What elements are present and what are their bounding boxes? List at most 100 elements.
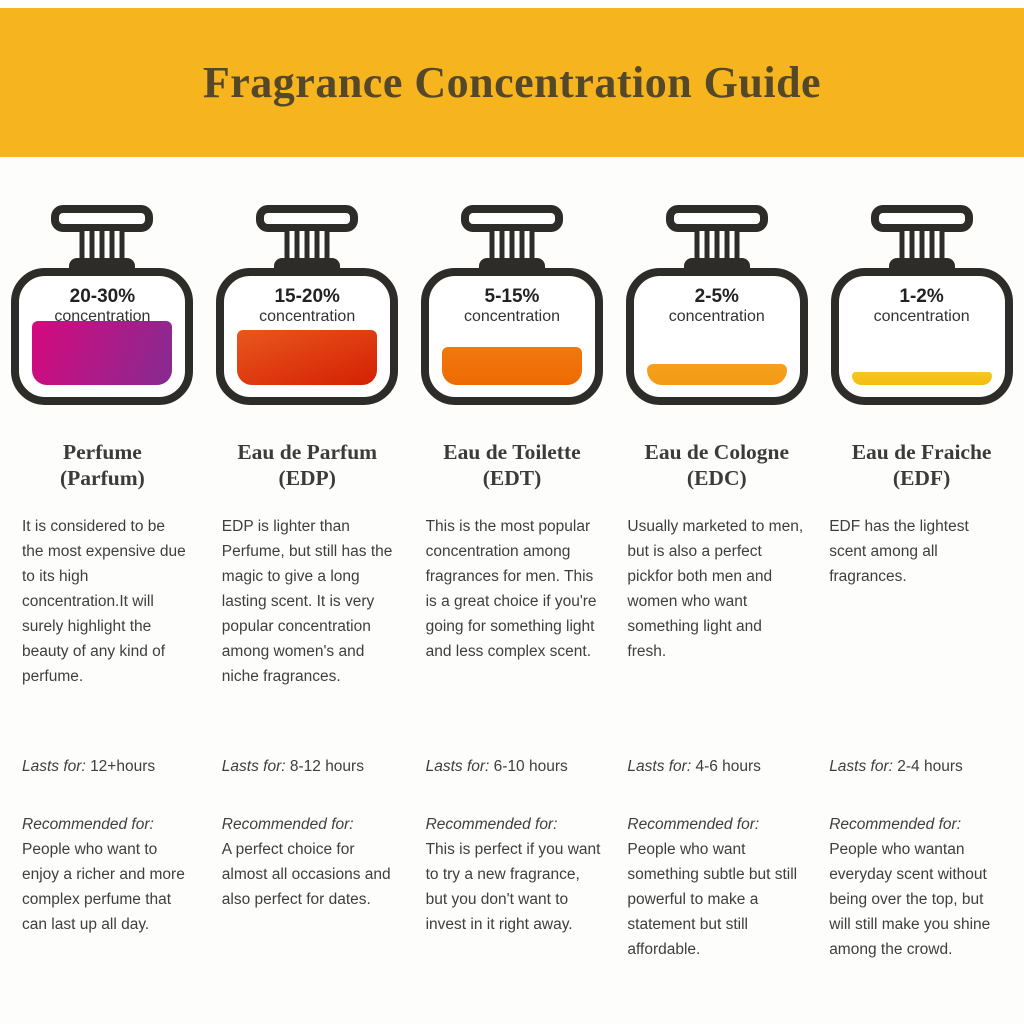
column-eau-de-toilette: 5-15% concentration Eau de Toilette (EDT)… [410, 205, 615, 962]
lasts-for-label: Lasts for: [22, 758, 86, 775]
lasts-for-label: Lasts for: [829, 758, 893, 775]
bottle-neck-icon [489, 231, 535, 261]
concentration-range: 15-20% [274, 286, 340, 307]
recommended-for-label: Recommended for: [221, 816, 354, 833]
recommended-for-text: A perfect choice for almost all occasion… [221, 841, 391, 908]
fragrance-name: Eau de Toilette (EDT) [410, 439, 615, 491]
liquid-fill [237, 330, 378, 385]
concentration-text: 20-30% concentration [19, 286, 185, 325]
perfume-bottle-icon: 15-20% concentration [216, 205, 399, 405]
concentration-text: 15-20% concentration [224, 286, 390, 325]
bottle-neck-icon [899, 231, 945, 261]
header-banner: Fragrance Concentration Guide [0, 8, 1024, 157]
bottle-neck-icon [284, 231, 330, 261]
liquid-fill [32, 321, 173, 385]
lasts-for-label: Lasts for: [425, 758, 490, 775]
concentration-label: concentration [463, 307, 561, 325]
bottle-stopper-icon [51, 205, 154, 232]
concentration-text: 5-15% concentration [429, 286, 595, 325]
bottle-body-icon: 5-15% concentration [420, 268, 603, 405]
bottle-neck-icon [79, 231, 125, 261]
page-title: Fragrance Concentration Guide [202, 58, 822, 107]
perfume-bottle-icon: 2-5% concentration [625, 205, 808, 405]
lasts-for-label: Lasts for: [627, 758, 692, 775]
fragrance-name-line2: (EDT) [482, 466, 542, 490]
fragrance-name-line1: Eau de Toilette [443, 440, 581, 464]
fragrance-name: Eau de Fraiche (EDF) [819, 439, 1024, 491]
fragrance-name-line2: (EDP) [278, 466, 336, 490]
lasts-for-row: Lasts for: 12+hours [22, 754, 190, 779]
recommended-for-label: Recommended for: [829, 816, 961, 833]
fragrance-name-line2: (Parfum) [60, 466, 145, 490]
recommended-for-row: Recommended for: People who want somethin… [627, 812, 803, 962]
fragrance-name-line1: Eau de Fraiche [851, 440, 992, 464]
fragrance-description: EDF has the lightest scent among all fra… [829, 518, 969, 585]
bottle-stopper-icon [665, 205, 768, 232]
fragrance-description: EDP is lighter than Perfume, but still h… [221, 518, 393, 685]
lasts-for-value: 2-4 hours [897, 758, 963, 775]
bottle-body-icon: 2-5% concentration [625, 268, 808, 405]
column-textblock: EDF has the lightest scent among all fra… [819, 514, 1009, 962]
column-perfume: 20-30% concentration Perfume (Parfum) It … [0, 205, 205, 962]
concentration-text: 1-2% concentration [839, 286, 1005, 325]
fragrance-name-line1: Eau de Cologne [644, 440, 790, 464]
liquid-fill [851, 372, 992, 385]
fragrance-name: Perfume (Parfum) [0, 439, 205, 491]
lasts-for-row: Lasts for: 8-12 hours [222, 754, 394, 779]
fragrance-name: Eau de Parfum (EDP) [205, 439, 410, 491]
bottle-stopper-icon [460, 205, 563, 232]
lasts-for-row: Lasts for: 6-10 hours [426, 754, 602, 779]
recommended-for-row: Recommended for: People who want to enjoy… [22, 812, 190, 937]
recommended-for-label: Recommended for: [425, 816, 558, 833]
concentration-label: concentration [259, 307, 356, 325]
lasts-for-value: 12+hours [90, 758, 156, 775]
lasts-for-value: 4-6 hours [695, 758, 761, 775]
fragrance-name-line2: (EDF) [892, 466, 951, 490]
bottle-neck-icon [694, 231, 740, 261]
fragrance-name: Eau de Cologne (EDC) [614, 439, 819, 491]
fragrance-description: It is considered to be the most expensiv… [22, 518, 186, 685]
perfume-bottle-icon: 5-15% concentration [420, 205, 603, 405]
concentration-range: 1-2% [899, 286, 944, 307]
bottle-body-icon: 20-30% concentration [11, 268, 194, 405]
recommended-for-label: Recommended for: [627, 816, 760, 833]
lasts-for-row: Lasts for: 2-4 hours [829, 754, 1009, 779]
fragrance-description: This is the most popular concentration a… [425, 518, 597, 660]
bottle-body-icon: 1-2% concentration [830, 268, 1013, 405]
recommended-for-label: Recommended for: [22, 816, 154, 833]
recommended-for-text: This is perfect if you want to try a new… [425, 841, 601, 933]
recommended-for-row: Recommended for: People who wantan everyd… [829, 812, 1009, 962]
bottle-body-icon: 15-20% concentration [216, 268, 399, 405]
perfume-bottle-icon: 1-2% concentration [830, 205, 1013, 405]
lasts-for-value: 8-12 hours [289, 758, 364, 775]
fragrance-columns: 20-30% concentration Perfume (Parfum) It … [0, 205, 1024, 962]
recommended-for-text: People who want to enjoy a richer and mo… [22, 841, 185, 933]
column-textblock: It is considered to be the most expensiv… [0, 514, 190, 937]
lasts-for-label: Lasts for: [221, 758, 286, 775]
fragrance-name-line1: Eau de Parfum [237, 440, 378, 464]
column-eau-de-cologne: 2-5% concentration Eau de Cologne (EDC) U… [614, 205, 819, 962]
fragrance-name-line2: (EDC) [686, 466, 747, 490]
fragrance-description: Usually marketed to men, but is also a p… [627, 518, 804, 660]
column-eau-de-parfum: 15-20% concentration Eau de Parfum (EDP) … [205, 205, 410, 962]
lasts-for-value: 6-10 hours [493, 758, 568, 775]
column-textblock: Usually marketed to men, but is also a p… [614, 514, 803, 962]
concentration-label: concentration [54, 307, 151, 325]
recommended-for-text: People who want something subtle but sti… [627, 841, 798, 958]
column-eau-de-fraiche: 1-2% concentration Eau de Fraiche (EDF) E… [819, 205, 1024, 962]
concentration-label: concentration [873, 307, 970, 325]
concentration-range: 5-15% [484, 286, 540, 307]
lasts-for-row: Lasts for: 4-6 hours [627, 754, 803, 779]
liquid-fill [441, 347, 582, 385]
recommended-for-row: Recommended for: This is perfect if you w… [426, 812, 602, 937]
recommended-for-row: Recommended for: A perfect choice for alm… [222, 812, 394, 912]
perfume-bottle-icon: 20-30% concentration [11, 205, 194, 405]
concentration-label: concentration [668, 307, 765, 325]
column-textblock: This is the most popular concentration a… [410, 514, 602, 937]
bottle-stopper-icon [870, 205, 973, 232]
recommended-for-text: People who wantan everyday scent without… [829, 841, 991, 958]
concentration-range: 20-30% [69, 286, 136, 307]
liquid-fill [646, 364, 787, 385]
fragrance-name-line1: Perfume [63, 440, 142, 464]
column-textblock: EDP is lighter than Perfume, but still h… [205, 514, 394, 912]
